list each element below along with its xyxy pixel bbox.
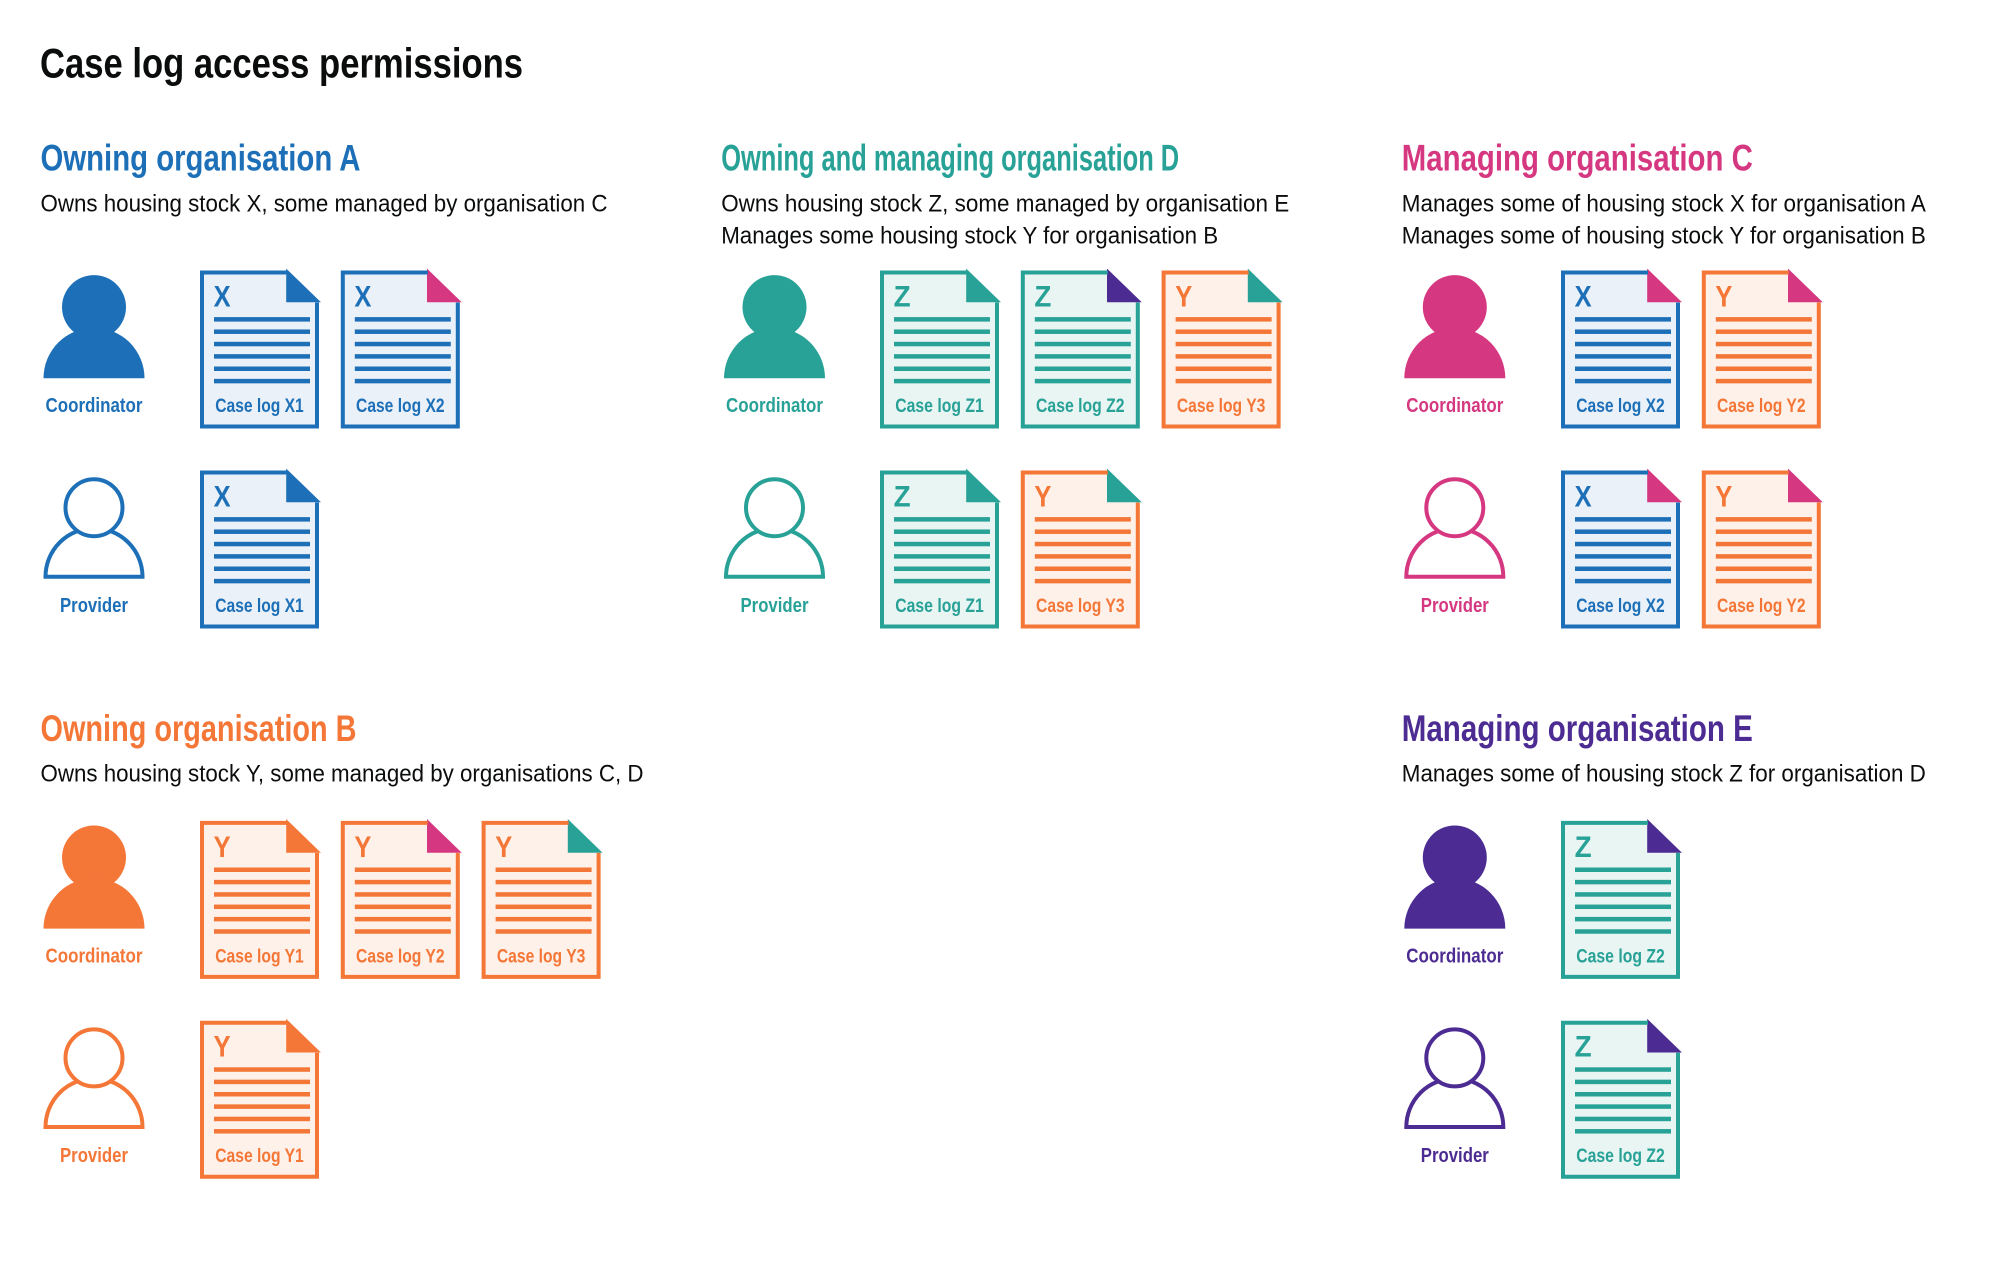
- svg-text:Y: Y: [1034, 481, 1051, 514]
- svg-text:Case log Z2: Case log Z2: [1576, 946, 1665, 967]
- svg-text:Managing organisation C: Managing organisation C: [1402, 138, 1753, 179]
- svg-text:Provider: Provider: [60, 595, 128, 617]
- svg-text:Case log X2: Case log X2: [356, 396, 445, 417]
- svg-text:Case log X2: Case log X2: [1576, 596, 1665, 617]
- svg-text:Case log Y1: Case log Y1: [215, 1146, 304, 1167]
- svg-text:Case log X1: Case log X1: [215, 596, 304, 617]
- svg-text:Owning organisation B: Owning organisation B: [41, 708, 357, 749]
- svg-text:Z: Z: [894, 481, 911, 514]
- svg-text:X: X: [1575, 281, 1592, 314]
- svg-text:Owns housing stock Z, some man: Owns housing stock Z, some managed by or…: [721, 190, 1289, 217]
- svg-text:Case log Y3: Case log Y3: [497, 946, 585, 967]
- svg-text:Case log Y2: Case log Y2: [1717, 596, 1806, 617]
- svg-text:Z: Z: [1034, 281, 1051, 314]
- svg-text:Coordinator: Coordinator: [726, 395, 823, 417]
- svg-text:Y: Y: [1715, 481, 1732, 514]
- svg-text:Coordinator: Coordinator: [1406, 395, 1503, 417]
- svg-text:Case log Z1: Case log Z1: [895, 596, 984, 617]
- svg-text:Manages some of housing stock: Manages some of housing stock X for orga…: [1402, 190, 1926, 217]
- svg-text:Case log Z2: Case log Z2: [1576, 1146, 1665, 1167]
- svg-text:X: X: [354, 281, 371, 314]
- svg-text:Manages some of housing stock: Manages some of housing stock Z for orga…: [1402, 761, 1926, 788]
- svg-text:Case log Y3: Case log Y3: [1036, 596, 1125, 617]
- svg-text:X: X: [214, 281, 231, 314]
- svg-text:Y: Y: [495, 831, 512, 864]
- svg-text:Case log X2: Case log X2: [1576, 396, 1665, 417]
- svg-text:Managing organisation E: Managing organisation E: [1402, 708, 1753, 749]
- svg-text:Case log Z2: Case log Z2: [1036, 396, 1125, 417]
- svg-text:Coordinator: Coordinator: [46, 945, 143, 967]
- svg-text:Case log Z1: Case log Z1: [895, 396, 984, 417]
- svg-text:Y: Y: [1175, 281, 1192, 314]
- svg-text:Owning and managing organisati: Owning and managing organisation D: [721, 138, 1179, 179]
- svg-text:Y: Y: [214, 1031, 231, 1064]
- svg-text:Manages some of housing stock: Manages some of housing stock Y for orga…: [1402, 222, 1926, 249]
- svg-text:Z: Z: [1575, 1031, 1592, 1064]
- svg-text:Y: Y: [214, 831, 231, 864]
- svg-text:Provider: Provider: [1421, 1145, 1489, 1167]
- svg-text:Case log X1: Case log X1: [215, 396, 304, 417]
- svg-text:Provider: Provider: [741, 595, 809, 617]
- svg-text:Owning organisation A: Owning organisation A: [41, 138, 361, 179]
- svg-text:Provider: Provider: [1421, 595, 1489, 617]
- svg-text:Case log Y2: Case log Y2: [356, 946, 445, 967]
- svg-text:Coordinator: Coordinator: [1406, 945, 1503, 967]
- svg-text:X: X: [214, 481, 231, 514]
- svg-text:Provider: Provider: [60, 1145, 128, 1167]
- svg-text:Case log Y1: Case log Y1: [215, 946, 304, 967]
- svg-text:Owns housing stock Y, some man: Owns housing stock Y, some managed by or…: [41, 761, 644, 788]
- svg-text:Owns housing stock X, some man: Owns housing stock X, some managed by or…: [41, 190, 608, 217]
- svg-text:Y: Y: [354, 831, 371, 864]
- svg-text:X: X: [1575, 481, 1592, 514]
- svg-text:Z: Z: [894, 281, 911, 314]
- svg-text:Coordinator: Coordinator: [46, 395, 143, 417]
- svg-text:Manages some housing stock Y f: Manages some housing stock Y for organis…: [721, 222, 1218, 249]
- svg-text:Case log Y2: Case log Y2: [1717, 396, 1806, 417]
- svg-text:Case log access permissions: Case log access permissions: [40, 40, 523, 87]
- svg-text:Y: Y: [1715, 281, 1732, 314]
- svg-text:Case log Y3: Case log Y3: [1177, 396, 1266, 417]
- svg-text:Z: Z: [1575, 831, 1592, 864]
